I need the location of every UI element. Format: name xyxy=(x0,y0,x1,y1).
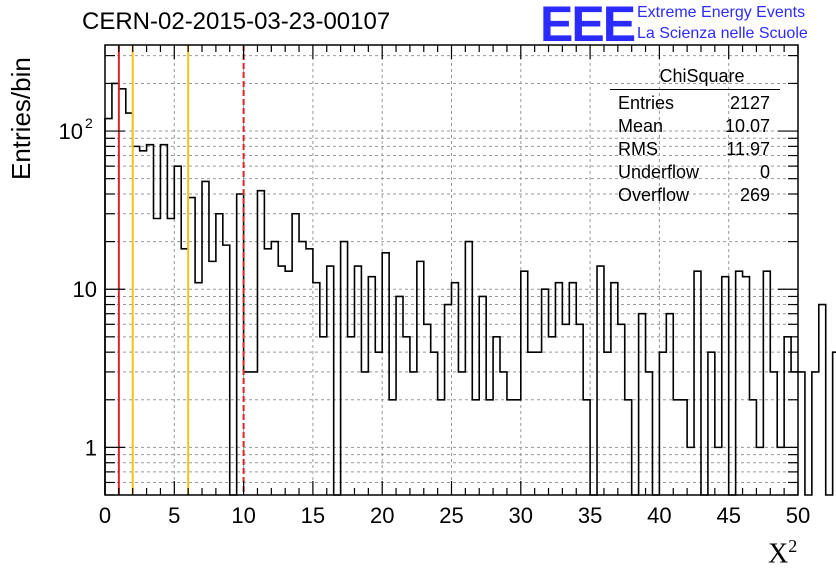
stats-title: ChiSquare xyxy=(610,66,780,90)
stats-value: 11.97 xyxy=(726,139,770,159)
stats-box: ChiSquare Entries 2127 Mean 10.07 RMS 11.97 Un… xyxy=(610,66,780,207)
stats-label: Mean xyxy=(618,116,664,136)
logo-line-1: Extreme Energy Events xyxy=(637,4,806,21)
stats-value: 2127 xyxy=(729,93,770,113)
stats-label: Entries xyxy=(618,93,675,113)
x-axis-label-base: X xyxy=(768,538,789,570)
stats-row: Overflow 269 xyxy=(610,184,780,207)
stats-row: Entries 2127 xyxy=(610,92,780,115)
histogram-series xyxy=(104,82,836,496)
logo-line-2: La Scienza nelle Scuole xyxy=(637,25,808,42)
logo-caption: Extreme Energy Events La Scienza nelle S… xyxy=(637,2,808,44)
x-axis-label: X2 xyxy=(768,536,797,570)
x-tick-label: 15 xyxy=(301,503,325,528)
stats-row: Mean 10.07 xyxy=(610,115,780,138)
stats-label: Underflow xyxy=(618,162,700,182)
eee-logo: EEE xyxy=(540,0,636,52)
plot-title: CERN-02-2015-03-23-00107 xyxy=(82,8,391,35)
y-tick-label: 10 xyxy=(59,119,83,144)
y-tick-exponent: 2 xyxy=(85,115,93,131)
x-tick-label: 50 xyxy=(786,503,810,528)
x-axis-label-exponent: 2 xyxy=(788,536,798,556)
stats-row: RMS 11.97 xyxy=(610,138,780,161)
y-tick-label: 10 xyxy=(73,277,97,302)
x-tick-label: 0 xyxy=(99,503,111,528)
x-tick-label: 45 xyxy=(716,503,740,528)
x-tick-label: 10 xyxy=(231,503,255,528)
y-tick-label: 1 xyxy=(85,435,97,460)
x-tick-label: 20 xyxy=(370,503,394,528)
x-tick-label: 40 xyxy=(647,503,671,528)
stats-label: RMS xyxy=(618,139,658,159)
stats-row: Underflow 0 xyxy=(610,161,780,184)
stats-value: 269 xyxy=(739,185,770,205)
x-tick-label: 25 xyxy=(439,503,463,528)
stats-label: Overflow xyxy=(618,185,690,205)
x-tick-label: 35 xyxy=(578,503,602,528)
stats-value: 0 xyxy=(759,162,770,182)
x-tick-label: 30 xyxy=(509,503,533,528)
stats-rows: Entries 2127 Mean 10.07 RMS 11.97 Underflow 0 Ov… xyxy=(610,92,780,207)
stats-value: 10.07 xyxy=(724,116,770,136)
x-tick-label: 5 xyxy=(168,503,180,528)
